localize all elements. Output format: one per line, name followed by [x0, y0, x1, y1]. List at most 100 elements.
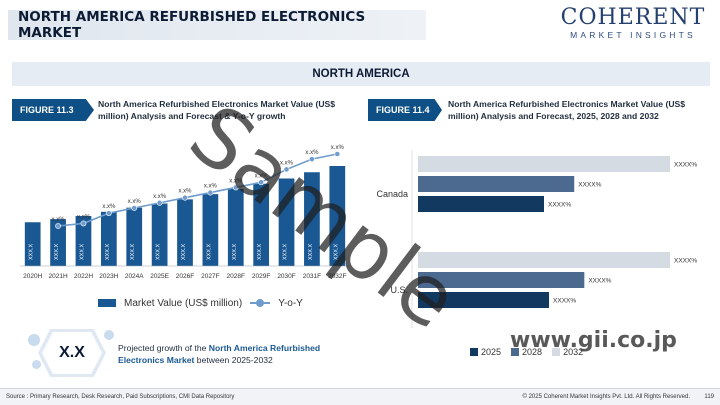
page-title: NORTH AMERICA REFURBISHED ELECTRONICS MA…: [18, 9, 366, 41]
hbar-value-label: XXXX%: [578, 182, 601, 189]
market-value-chart: XXX.X 2020H XXX.X 2021H XXX.X 2022H XXX.X 2023H…: [20, 145, 350, 280]
bar-2026F: [177, 199, 193, 266]
legend-item: 2032: [552, 346, 583, 358]
yoy-label: x.x%: [178, 189, 192, 195]
hbar-Canada-2028: [418, 176, 575, 192]
x-tick-label: 2021H: [48, 273, 67, 280]
growth-callout: X.X Projected growth of the North Americ…: [28, 329, 328, 377]
yoy-label: x.x%: [102, 204, 116, 210]
region-banner: NORTH AMERICA: [12, 62, 710, 86]
bar-2028F: [227, 188, 244, 266]
yoy-point: [105, 210, 112, 217]
x-tick-label: 2026F: [176, 273, 194, 280]
yoy-label: x.x%: [204, 184, 218, 190]
bar-2024A: [126, 207, 143, 266]
bar-2029F: [253, 183, 270, 266]
figure-left-title: North America Refurbished Electronics Ma…: [98, 99, 336, 121]
yoy-label: x.x%: [229, 178, 243, 184]
yoy-label: x.x%: [52, 217, 66, 223]
x-tick-label: 2028F: [227, 273, 245, 280]
bar-2020H: [24, 222, 41, 266]
legend-bar-swatch: [98, 299, 116, 307]
hbar-value-label: XXXX%: [674, 258, 697, 265]
bar-value-label: XXX.X: [206, 243, 212, 260]
yoy-point: [131, 205, 138, 211]
yoy-point: [80, 220, 87, 227]
bar-2027F: [202, 194, 219, 266]
x-tick-label: 2024A: [125, 273, 144, 280]
header: NORTH AMERICA REFURBISHED ELECTRONICS MA…: [0, 0, 720, 50]
legend-swatch: [552, 348, 561, 356]
bar-2031F: [304, 172, 320, 266]
decor-bubble-icon: [28, 334, 40, 346]
legend-label: 2025: [481, 347, 502, 357]
figure-left-tag: FIGURE 11.3: [12, 99, 94, 121]
page-number: 119: [704, 394, 714, 400]
hbar-U.S.-2028: [418, 272, 585, 288]
yoy-label: x.x%: [280, 160, 294, 166]
footer-copyright: © 2025 Coherent Market Insights Pvt. Ltd…: [522, 394, 690, 400]
figure-right-tag: FIGURE 11.4: [368, 99, 442, 121]
bar-value-label: XXX.X: [29, 243, 35, 260]
bar-2032F: [329, 166, 346, 266]
logo-main-text: COHERENT: [560, 5, 706, 30]
yoy-point: [55, 223, 61, 229]
yoy-point: [334, 151, 341, 157]
footer: Source : Primary Research, Desk Research…: [0, 388, 720, 405]
bar-value-label: XXX.X: [333, 243, 339, 260]
legend-item: 2028: [511, 346, 542, 358]
yoy-point: [156, 199, 163, 206]
bar-value-label: XXX.X: [130, 243, 136, 260]
hbar-Canada-2025: [418, 196, 544, 212]
country-comparison-chart: XXXX% XXXX% XXXX% Canada XXXX% XXXX% XXXX% U.S.: [376, 150, 697, 328]
bar-value-label: XXX.X: [105, 243, 111, 260]
bar-2030F: [278, 178, 295, 266]
left-legend: Market Value (US$ million) Y-o-Y: [98, 296, 338, 310]
hbar-U.S.-2025: [418, 292, 550, 308]
yoy-point: [182, 194, 188, 201]
decor-bubble-icon: [32, 360, 41, 369]
legend-label: 2028: [522, 347, 543, 357]
legend-line-swatch: [250, 298, 271, 308]
yoy-label: x.x%: [331, 145, 345, 151]
growth-text-bold: North America Refurbished Electronics Ma…: [118, 343, 321, 365]
hexagon-value: X.X: [42, 332, 102, 374]
bar-2021H: [50, 219, 66, 266]
logo-sub-text: MARKET INSIGHTS: [570, 30, 696, 40]
figure-right-title: North America Refurbished Electronics Ma…: [448, 99, 686, 121]
legend-line-label: Y-o-Y: [278, 297, 303, 309]
growth-text: Projected growth of the North America Re…: [118, 342, 338, 366]
legend-swatch: [511, 348, 520, 356]
legend-bar-label: Market Value (US$ million): [124, 297, 243, 309]
site-watermark: www.gii.co.jp: [510, 328, 677, 353]
logo: COHERENT MARKET INSIGHTS: [558, 6, 708, 46]
category-label: U.S.: [390, 285, 408, 295]
bar-value-label: XXX.X: [181, 243, 187, 260]
x-tick-label: 2029F: [252, 273, 270, 280]
right-legend: 2025 2028 2032: [470, 346, 640, 358]
x-tick-label: 2032F: [328, 273, 346, 280]
legend-item: 2025: [470, 346, 501, 358]
x-tick-label: 2027F: [201, 273, 219, 280]
yoy-point: [283, 166, 290, 173]
yoy-label: x.x%: [255, 173, 269, 179]
x-tick-label: 2022H: [74, 273, 93, 280]
x-tick-label: 2023H: [99, 273, 118, 280]
yoy-label: x.x%: [305, 150, 319, 156]
hbar-Canada-2032: [418, 156, 670, 172]
x-tick-label: 2030F: [277, 273, 295, 280]
footer-source: Source : Primary Research, Desk Research…: [6, 394, 235, 400]
hbar-value-label: XXXX%: [548, 202, 571, 209]
growth-text-after: between 2025-2032: [194, 355, 273, 365]
bar-value-label: XXX.X: [257, 243, 263, 260]
growth-text-before: Projected growth of the: [118, 343, 209, 353]
hbar-value-label: XXXX%: [588, 278, 611, 285]
bar-value-label: XXX.X: [156, 243, 162, 260]
yoy-label: x.x%: [77, 214, 91, 220]
category-label: Canada: [376, 189, 408, 199]
bar-value-label: XXX.X: [283, 243, 289, 260]
bar-value-label: XXX.X: [232, 243, 238, 260]
yoy-label: x.x%: [128, 199, 142, 205]
bar-value-label: XXX.X: [54, 243, 60, 260]
yoy-line: [57, 153, 338, 227]
